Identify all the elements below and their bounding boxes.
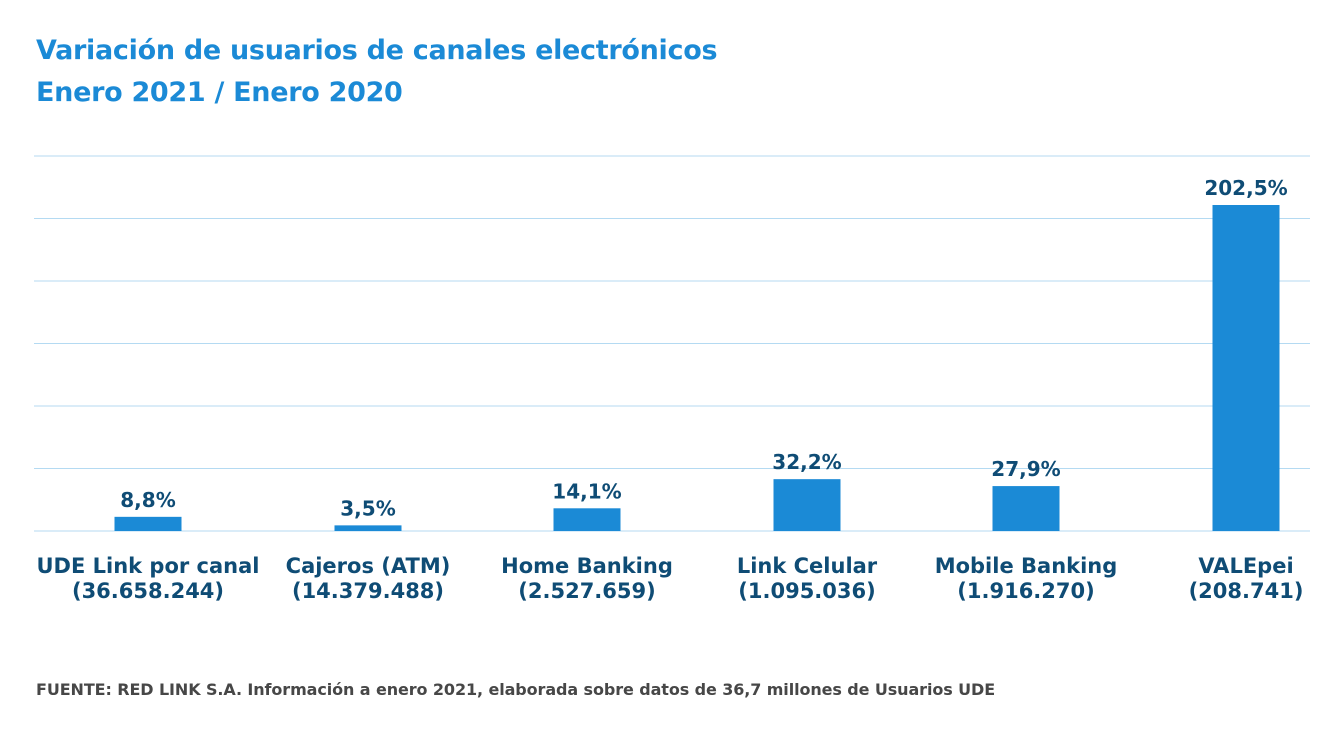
chart-title-line-1: Variación de usuarios de canales electró… [36, 35, 718, 66]
source-note: FUENTE: RED LINK S.A. Información a ener… [36, 680, 996, 699]
x-tick-count-label: (1.095.036) [738, 579, 875, 603]
bar-value-label: 3,5% [340, 496, 395, 520]
bar-value-label: 32,2% [772, 450, 841, 474]
x-tick-label: Link Celular [737, 554, 878, 578]
x-tick-label: UDE Link por canal [36, 554, 259, 578]
x-tick-count-label: (1.916.270) [957, 579, 1094, 603]
x-tick-label: Mobile Banking [935, 554, 1118, 578]
bar-value-label: 14,1% [552, 479, 621, 503]
bar-value-label: 8,8% [120, 488, 175, 512]
chart-title-line-2: Enero 2021 / Enero 2020 [36, 77, 403, 108]
bar [334, 525, 402, 531]
x-tick-count-label: (208.741) [1189, 579, 1304, 603]
bar [773, 479, 841, 531]
x-tick-count-label: (2.527.659) [518, 579, 655, 603]
bar [553, 508, 621, 531]
bar [114, 516, 182, 531]
x-tick-count-label: (14.379.488) [292, 579, 444, 603]
bar-value-label: 27,9% [991, 457, 1060, 481]
bar [1212, 205, 1280, 531]
bar-value-label: 202,5% [1204, 176, 1287, 200]
x-tick-count-label: (36.658.244) [72, 579, 224, 603]
bar [992, 486, 1060, 531]
x-tick-label: VALEpei [1198, 554, 1293, 578]
x-tick-label: Home Banking [501, 554, 673, 578]
x-tick-label: Cajeros (ATM) [286, 554, 451, 578]
chart-title: Variación de usuarios de canales electró… [36, 30, 718, 114]
bar-chart: 8,8% UDE Link por canal(36.658.244) 3,5% Ca… [34, 155, 1310, 603]
